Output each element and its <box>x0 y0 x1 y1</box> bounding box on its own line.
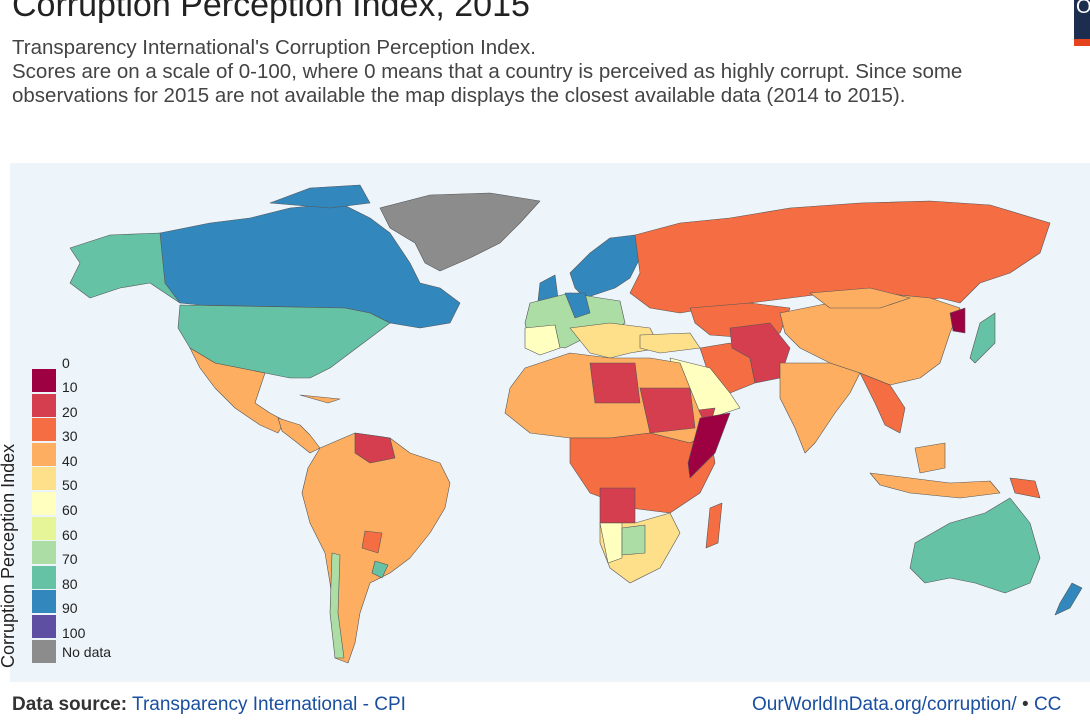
country-paraguay[interactable] <box>361 530 383 554</box>
legend-swatch[interactable] <box>32 369 56 392</box>
map-svg <box>69 184 1083 664</box>
legend-label: 60 <box>62 502 78 518</box>
legend-label: 30 <box>62 428 78 445</box>
chart-title: Corruption Perception Index, 2015 <box>12 0 530 24</box>
country-turkey[interactable] <box>639 332 701 354</box>
country-australia[interactable] <box>909 497 1041 594</box>
country-iberia[interactable] <box>524 324 561 356</box>
country-canada-islands[interactable] <box>269 184 371 209</box>
country-uruguay[interactable] <box>371 560 389 579</box>
country-canada[interactable] <box>159 202 461 329</box>
country-central-america[interactable] <box>277 417 321 454</box>
legend-swatch[interactable] <box>32 418 56 442</box>
country-indonesia[interactable] <box>869 472 1001 499</box>
country-mexico[interactable] <box>189 347 286 434</box>
country-new-zealand[interactable] <box>1054 582 1083 616</box>
legend-swatch[interactable] <box>32 565 56 589</box>
data-source-label: Data source: <box>12 694 128 715</box>
country-central-europe[interactable] <box>564 292 591 319</box>
country-venezuela[interactable] <box>354 432 396 464</box>
country-borneo[interactable] <box>914 442 946 474</box>
country-somalia[interactable] <box>687 412 731 479</box>
legend-swatch[interactable] <box>32 467 56 491</box>
country-alaska[interactable] <box>69 232 181 304</box>
legend-title: Corruption Perception Index <box>0 443 18 668</box>
legend-label: No data <box>62 643 112 660</box>
footer-separator: • <box>1022 694 1029 715</box>
site-link[interactable]: OurWorldInData.org/corruption/ <box>752 694 1017 715</box>
country-russia[interactable] <box>629 200 1051 314</box>
logo-accent-bar <box>1074 39 1090 46</box>
subtitle-line-1: Transparency International's Corruption … <box>12 36 536 59</box>
owid-logo[interactable]: O <box>1074 0 1090 46</box>
country-japan[interactable] <box>969 312 996 364</box>
logo-text: O <box>1076 0 1090 18</box>
legend-swatch[interactable] <box>32 590 56 614</box>
legend-label: 80 <box>62 575 78 592</box>
country-sudan[interactable] <box>639 387 696 434</box>
legend-swatch[interactable] <box>32 541 56 565</box>
legend-label: 40 <box>62 452 78 469</box>
country-cuba[interactable] <box>299 394 341 404</box>
legend-label: 70 <box>62 551 78 568</box>
legend-swatch[interactable] <box>32 492 56 515</box>
country-angola[interactable] <box>599 487 636 524</box>
legend-swatch[interactable] <box>32 393 56 417</box>
legend-swatch[interactable] <box>32 516 56 540</box>
country-greenland[interactable] <box>379 192 541 272</box>
country-mongolia[interactable] <box>809 287 911 309</box>
subtitle-line-2: Scores are on a scale of 0-100, where 0 … <box>12 60 963 107</box>
legend-label: 90 <box>62 600 78 617</box>
chart-subtitle: Transparency International's Corruption … <box>12 36 1052 108</box>
footer-links: OurWorldInData.org/corruption/ • CC <box>752 694 1061 716</box>
country-botswana[interactable] <box>621 524 646 556</box>
country-madagascar[interactable] <box>705 502 723 549</box>
data-source: Data source: Transparency International … <box>12 694 406 716</box>
legend-label: 60 <box>62 526 78 543</box>
world-map <box>10 163 1090 682</box>
legend-label: 20 <box>62 403 78 420</box>
country-southeast-asia[interactable] <box>859 372 906 434</box>
legend-label: 50 <box>62 477 78 494</box>
country-north-korea[interactable] <box>949 307 966 334</box>
data-source-link[interactable]: Transparency International - CPI <box>132 694 406 715</box>
legend-swatch[interactable] <box>32 615 56 638</box>
country-southern-europe[interactable] <box>569 322 661 359</box>
country-namibia[interactable] <box>599 522 623 564</box>
country-afghanistan[interactable] <box>729 322 791 384</box>
legend-swatch[interactable] <box>32 442 56 466</box>
legend-label-top: 0 <box>62 355 70 371</box>
country-chile[interactable] <box>329 552 345 659</box>
legend-label: 100 <box>62 625 86 641</box>
legend-swatch[interactable] <box>32 639 56 663</box>
license-link[interactable]: CC <box>1033 694 1062 715</box>
legend-label: 10 <box>62 379 78 395</box>
country-libya[interactable] <box>589 362 641 404</box>
country-scandinavia[interactable] <box>569 234 641 299</box>
country-png[interactable] <box>1009 477 1041 499</box>
country-india[interactable] <box>779 362 861 454</box>
